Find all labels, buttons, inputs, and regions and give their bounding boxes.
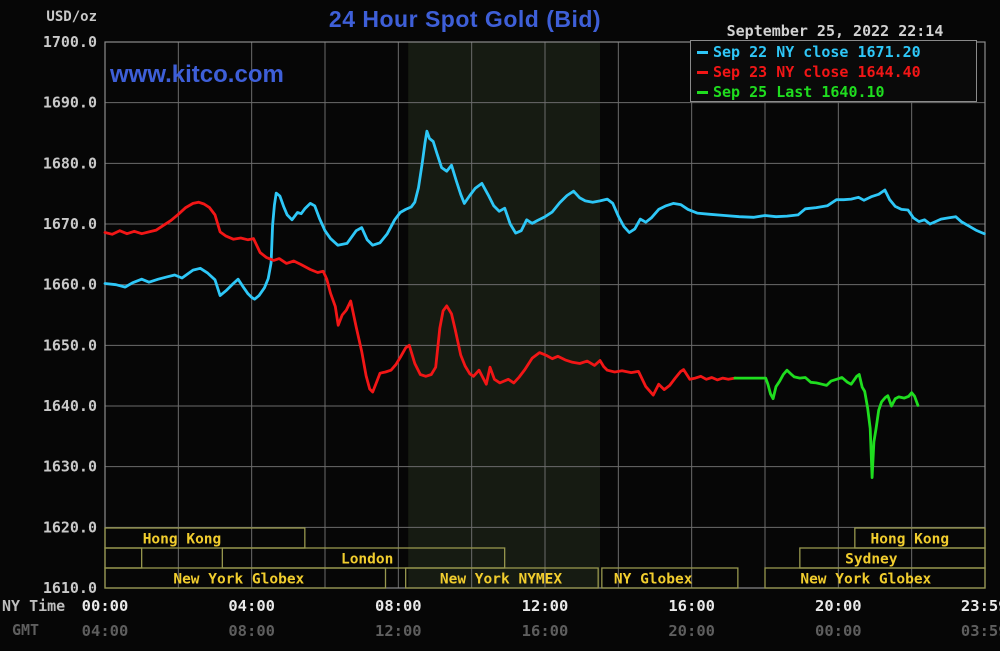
y-axis-tick-label: 1690.0 xyxy=(43,94,97,112)
ny-time-tick-label: 00:00 xyxy=(82,597,129,615)
price-line-sep-23 xyxy=(103,200,737,397)
y-axis-tick-label: 1630.0 xyxy=(43,458,97,476)
ny-time-tick-label: 23:59 xyxy=(961,597,1000,615)
legend: Sep 22 NY close 1671.20 Sep 23 NY close … xyxy=(690,40,977,102)
ny-time-tick-label: 04:00 xyxy=(228,597,275,615)
legend-item-sep23: Sep 23 NY close 1644.40 xyxy=(695,62,976,82)
y-axis-tick-label: 1640.0 xyxy=(43,397,97,415)
session-label: Hong Kong xyxy=(871,532,950,548)
session-box-hong-kong xyxy=(104,527,306,549)
gmt-axis-caption: GMT xyxy=(12,621,40,639)
session-label: New York NYMEX xyxy=(440,572,562,588)
sep22-line-marker-icon xyxy=(697,50,708,54)
kitco-watermark-link[interactable]: www.kitco.com xyxy=(110,61,284,88)
gmt-tick-label: 03:59 xyxy=(961,622,1000,640)
session-box-new-york-globex xyxy=(104,567,387,589)
session-box-new-york-globex xyxy=(764,567,986,589)
legend-label: Sep 23 NY close 1644.40 xyxy=(713,63,921,81)
session-label: Hong Kong xyxy=(143,532,222,548)
session-label: Sydney xyxy=(845,552,898,568)
session-label: New York Globex xyxy=(800,572,931,588)
y-axis-tick-label: 1620.0 xyxy=(43,518,97,536)
gmt-tick-label: 00:00 xyxy=(815,622,862,640)
ny-time-tick-label: 08:00 xyxy=(375,597,422,615)
legend-label: Sep 25 Last 1640.10 xyxy=(713,83,885,101)
session-box-unlabeled xyxy=(104,547,143,569)
chart-datetime: September 25, 2022 22:14 xyxy=(726,22,944,40)
ny-time-tick-label: 16:00 xyxy=(668,597,715,615)
session-box-new-york-nymex xyxy=(405,567,599,589)
y-axis-tick-label: 1660.0 xyxy=(43,276,97,294)
ny-time-tick-label: 12:00 xyxy=(522,597,569,615)
y-axis-tick-label: 1650.0 xyxy=(43,336,97,354)
gmt-tick-label: 08:00 xyxy=(228,622,275,640)
legend-label: Sep 22 NY close 1671.20 xyxy=(713,43,921,61)
gmt-tick-label: 20:00 xyxy=(668,622,715,640)
price-line-sep-25 xyxy=(733,368,920,480)
session-label: New York Globex xyxy=(173,572,304,588)
nymex-session-shading xyxy=(408,42,600,588)
sep23-line-marker-icon xyxy=(697,70,708,74)
sep25-line-marker-icon xyxy=(697,90,708,94)
ny-time-axis-caption: NY Time xyxy=(2,597,66,615)
gmt-tick-label: 16:00 xyxy=(522,622,569,640)
legend-item-sep22: Sep 22 NY close 1671.20 xyxy=(695,42,976,62)
y-axis-tick-label: 1700.0 xyxy=(43,33,97,51)
gmt-tick-label: 12:00 xyxy=(375,622,422,640)
session-box-ny-globex xyxy=(601,567,739,589)
session-label: NY Globex xyxy=(614,572,693,588)
y-axis-tick-label: 1610.0 xyxy=(43,579,97,597)
session-label: London xyxy=(341,552,393,568)
y-axis-tick-label: 1670.0 xyxy=(43,215,97,233)
page-title: 24 Hour Spot Gold (Bid) xyxy=(328,6,602,32)
ny-time-tick-label: 20:00 xyxy=(815,597,862,615)
price-line-sep-22 xyxy=(103,129,986,301)
y-axis-unit-label: USD/oz xyxy=(46,9,97,25)
legend-item-sep25: Sep 25 Last 1640.10 xyxy=(695,82,976,102)
y-axis-tick-label: 1680.0 xyxy=(43,154,97,172)
gmt-tick-label: 04:00 xyxy=(82,622,129,640)
